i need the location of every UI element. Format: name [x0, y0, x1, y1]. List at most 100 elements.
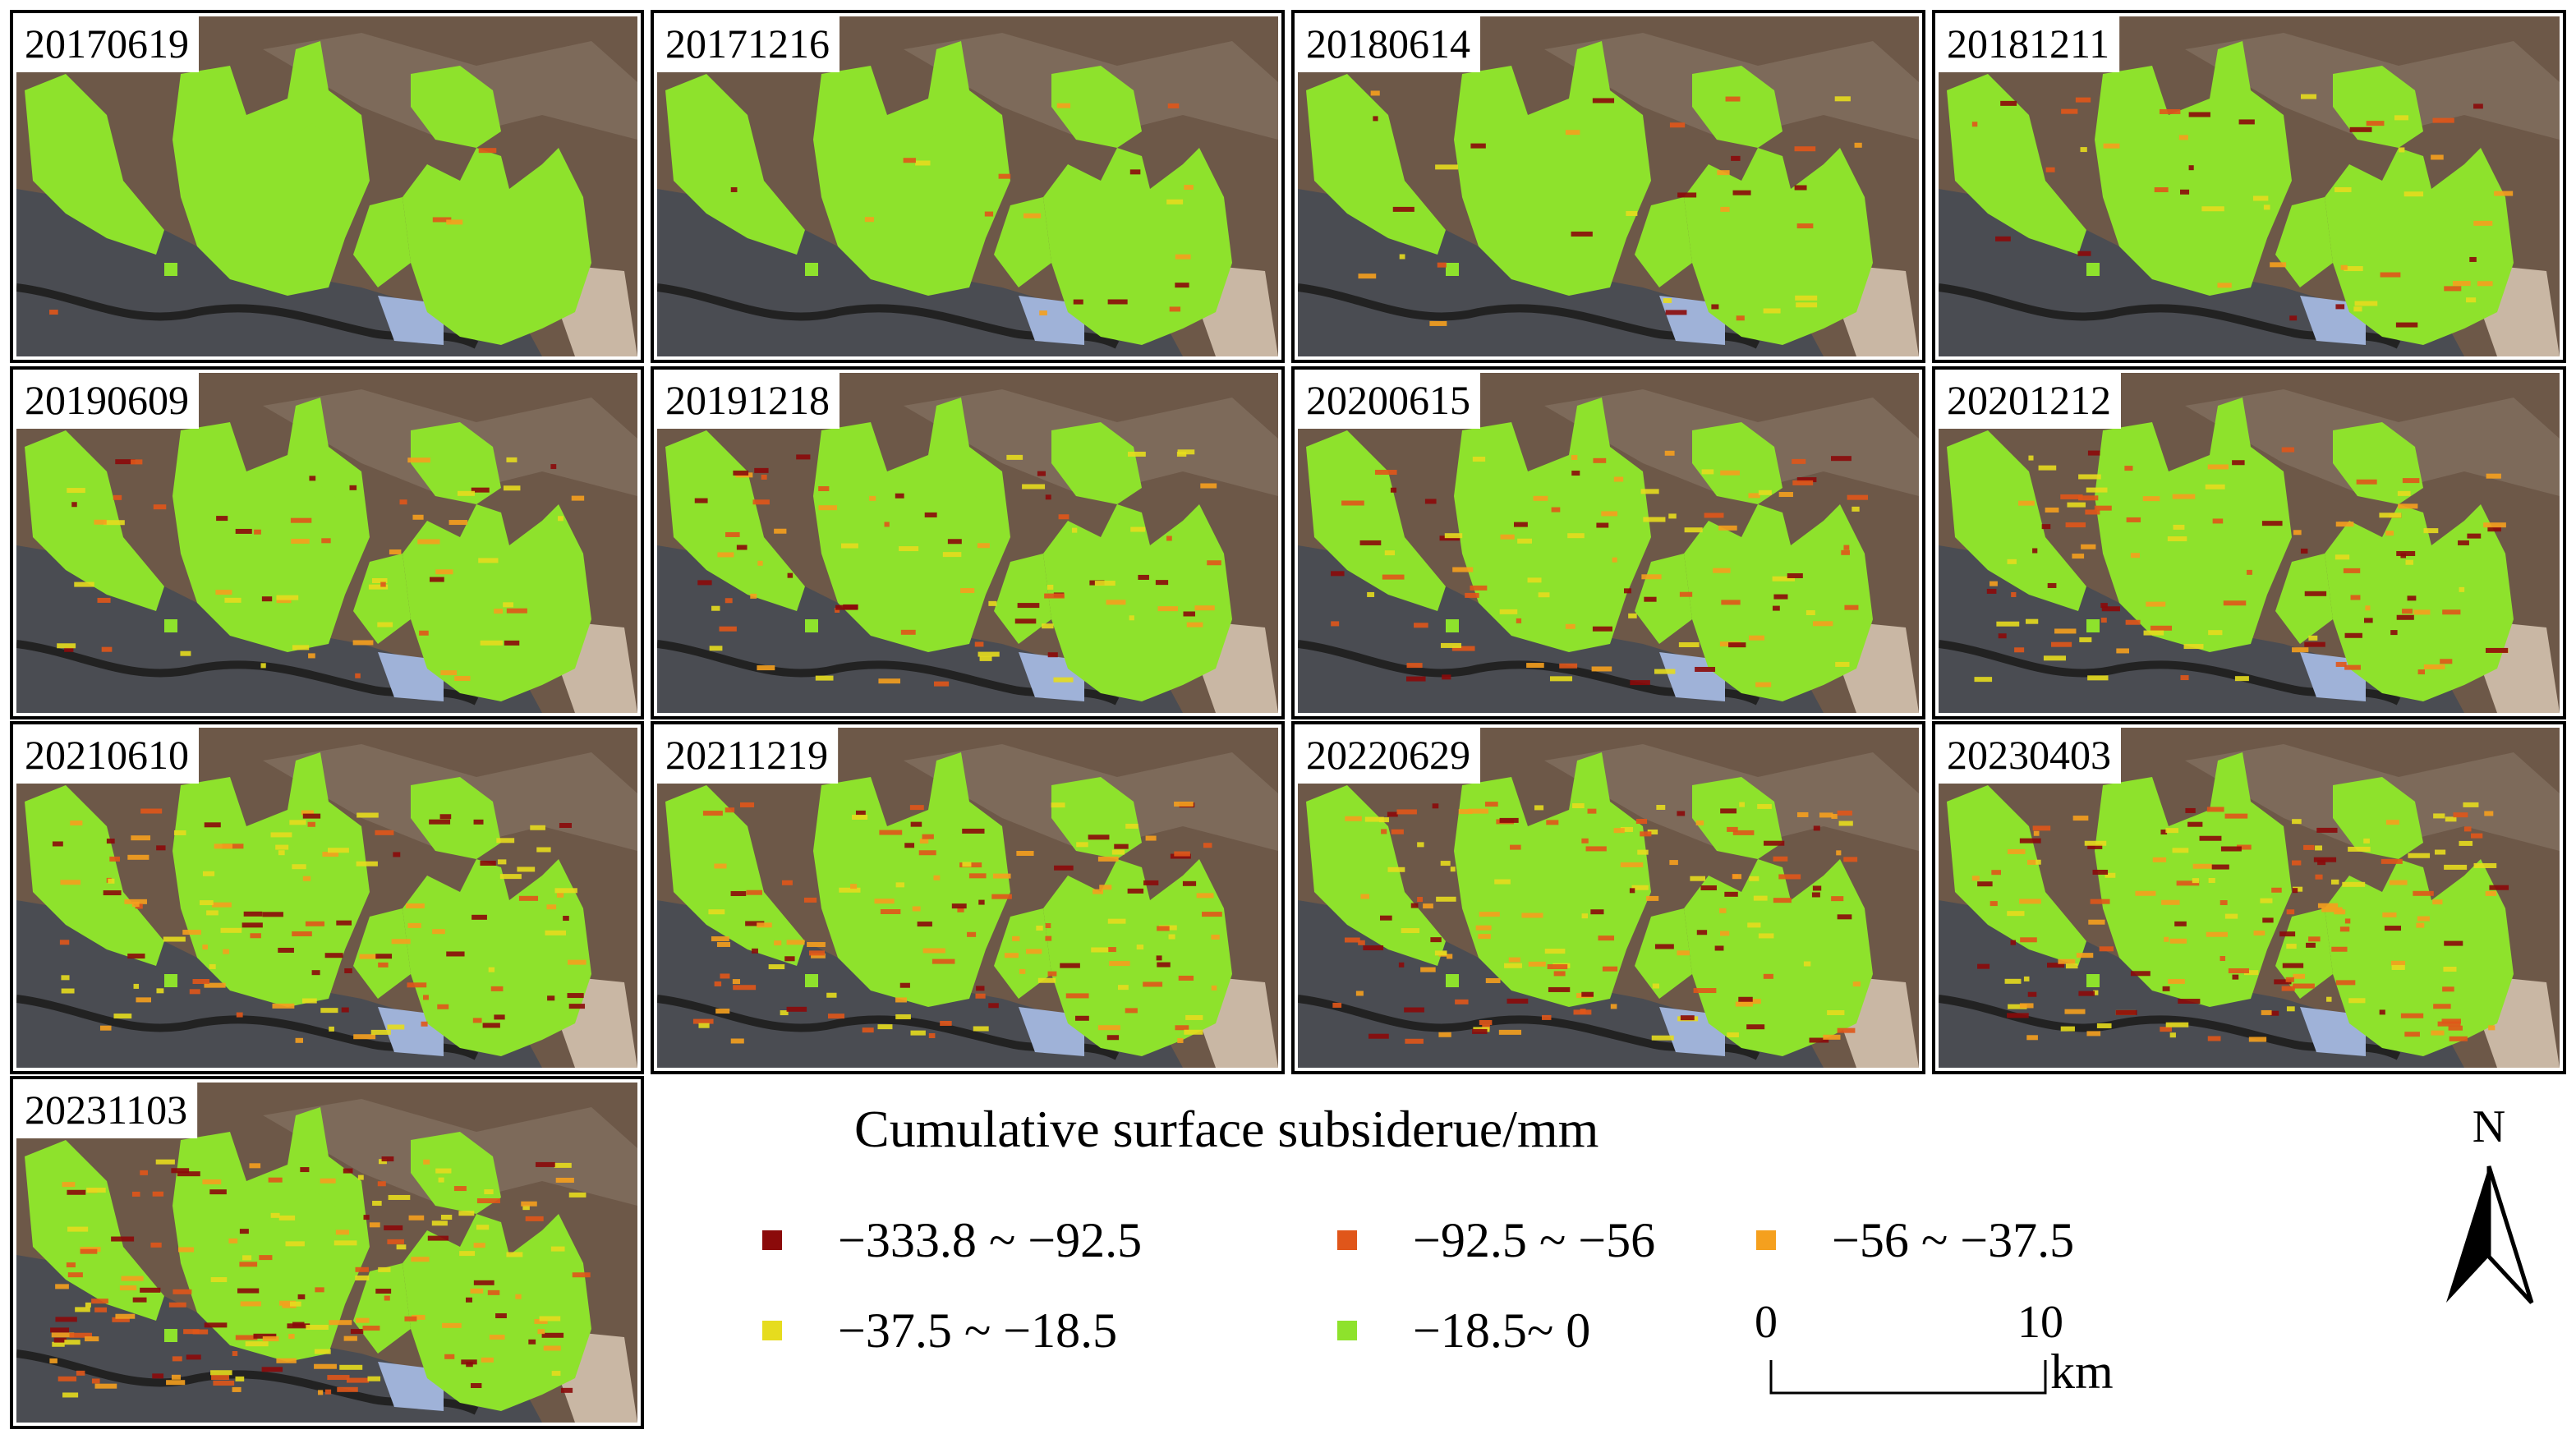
- map-fleck: [991, 894, 1012, 899]
- map-fleck: [2408, 853, 2431, 858]
- map-fleck: [1168, 934, 1175, 940]
- map-fleck: [1704, 513, 1724, 518]
- map-fleck: [757, 922, 772, 928]
- map-fleck: [2417, 916, 2430, 922]
- map-fleck: [1794, 146, 1816, 152]
- map-fleck: [692, 1018, 714, 1024]
- map-fleck: [1331, 571, 1345, 577]
- map-fleck: [1436, 896, 1456, 902]
- map-fleck: [66, 1262, 76, 1268]
- map-fleck: [2154, 187, 2169, 193]
- map-panel: 20200615: [1291, 366, 1925, 719]
- map-fleck: [1773, 898, 1792, 903]
- map-fleck: [1458, 809, 1473, 815]
- map-fleck: [2079, 637, 2092, 642]
- map-fleck: [1437, 262, 1447, 268]
- map-fleck: [305, 921, 324, 926]
- panel-date-bg: [657, 373, 840, 429]
- map-fleck: [302, 876, 311, 881]
- map-fleck: [327, 848, 349, 853]
- map-fleck: [1447, 954, 1453, 959]
- map-fleck: [343, 1335, 357, 1341]
- map-fleck: [1045, 494, 1051, 500]
- map-fleck: [375, 830, 394, 835]
- map-fleck: [1794, 185, 1807, 191]
- map-fleck: [55, 1317, 77, 1322]
- map-fleck: [259, 1255, 273, 1261]
- map-fleck: [2467, 533, 2482, 539]
- map-fleck: [535, 1161, 555, 1167]
- map-fleck: [2238, 119, 2255, 125]
- map-fleck: [698, 1023, 710, 1028]
- map-fleck: [1591, 666, 1612, 672]
- map-fleck: [1450, 867, 1456, 872]
- map-fleck: [714, 981, 722, 986]
- map-fleck: [839, 887, 861, 893]
- map-fleck: [895, 882, 905, 888]
- map-fleck: [1827, 1009, 1845, 1015]
- map-fleck: [2330, 879, 2339, 885]
- map-fleck: [1736, 315, 1745, 321]
- map-fleck: [2416, 922, 2425, 928]
- map-fleck: [1440, 642, 1462, 648]
- map-fleck: [480, 640, 503, 646]
- map-fleck: [275, 844, 289, 850]
- map-fleck: [1175, 254, 1191, 260]
- map-fleck: [49, 310, 58, 315]
- map-fleck: [235, 528, 252, 534]
- map-panel: 20211219: [651, 721, 1285, 1074]
- map-fleck: [522, 1205, 530, 1211]
- map-fleck: [52, 1341, 65, 1347]
- map-fleck: [2444, 286, 2462, 292]
- map-fleck: [864, 217, 874, 223]
- map-fleck: [429, 819, 451, 825]
- map-fleck: [2289, 315, 2298, 321]
- map-fleck: [1551, 507, 1561, 513]
- map-fleck: [1037, 471, 1046, 476]
- map-fleck: [1500, 534, 1515, 540]
- map-fleck: [494, 1014, 505, 1020]
- map-fleck: [2187, 821, 2203, 827]
- map-fleck: [391, 939, 411, 945]
- map-fleck: [1778, 874, 1801, 880]
- map-fleck: [2395, 322, 2418, 328]
- map-fleck: [725, 531, 740, 537]
- map-fleck: [399, 499, 407, 505]
- map-fleck: [435, 1168, 452, 1174]
- map-fleck: [746, 889, 762, 895]
- map-fleck: [334, 1240, 357, 1246]
- map-fleck: [1405, 676, 1426, 682]
- map-fleck: [1508, 957, 1520, 963]
- map-fleck: [253, 1333, 277, 1339]
- map-fleck: [344, 968, 352, 974]
- map-fleck: [1700, 885, 1717, 890]
- map-fleck: [2262, 917, 2274, 923]
- map-fleck: [1613, 476, 1624, 482]
- map-fleck: [356, 812, 379, 818]
- map-fleck: [2087, 675, 2109, 681]
- map-fleck: [1387, 811, 1398, 817]
- map-fleck: [276, 595, 299, 600]
- map-fleck: [515, 1294, 522, 1299]
- map-fleck: [884, 522, 890, 527]
- map-fleck: [1585, 846, 1607, 852]
- map-fleck: [733, 470, 749, 476]
- map-fleck: [1145, 835, 1157, 841]
- map-fleck: [957, 907, 964, 912]
- map-fleck: [381, 1156, 394, 1162]
- map-fleck: [1854, 142, 1862, 148]
- map-fleck: [2339, 926, 2350, 932]
- map-fleck: [2252, 195, 2269, 201]
- map-fleck: [2142, 496, 2160, 502]
- map-fleck: [571, 495, 585, 501]
- map-fleck: [1601, 511, 1618, 517]
- map-fleck: [1620, 862, 1644, 867]
- map-fleck: [1044, 593, 1065, 599]
- map-fleck: [2466, 297, 2477, 303]
- map-fleck: [292, 931, 312, 936]
- map-fleck: [2356, 479, 2377, 485]
- map-fleck: [423, 1159, 430, 1165]
- map-fleck: [62, 1182, 76, 1188]
- map-fleck: [2270, 1010, 2279, 1016]
- map-fleck: [378, 1159, 387, 1165]
